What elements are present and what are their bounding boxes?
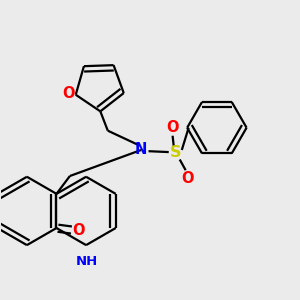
Text: O: O	[62, 86, 75, 101]
Text: O: O	[181, 171, 194, 186]
Text: O: O	[73, 224, 85, 238]
Text: N: N	[135, 142, 147, 158]
Text: NH: NH	[76, 255, 98, 268]
Text: S: S	[169, 146, 181, 160]
Text: O: O	[166, 120, 178, 135]
